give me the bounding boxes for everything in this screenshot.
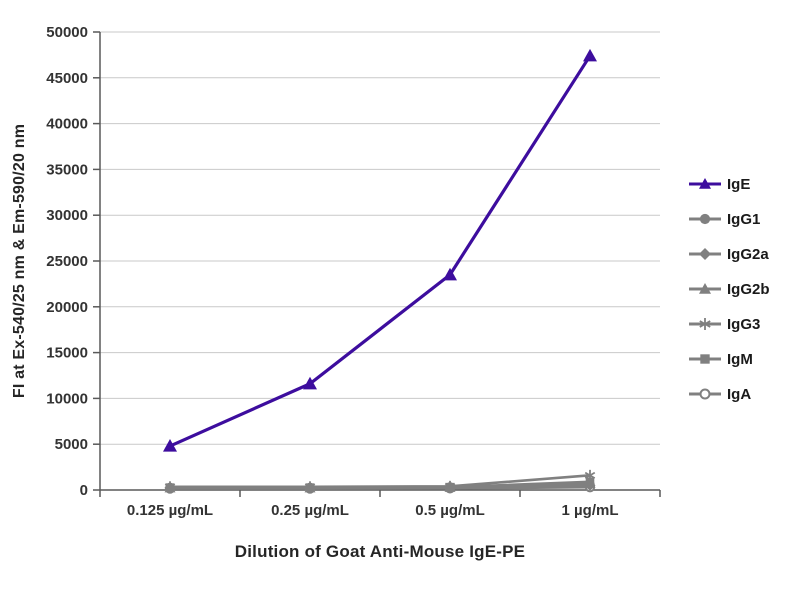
legend-label: IgG2a <box>727 245 769 263</box>
legend-item-IgM: IgM <box>688 348 770 370</box>
y-tick-label: 50000 <box>46 24 88 41</box>
circle-marker-icon <box>305 482 315 492</box>
legend-label: IgA <box>727 385 752 403</box>
series-line-IgG1 <box>168 483 592 489</box>
y-tick-label: 25000 <box>46 253 88 270</box>
legend-label: IgG1 <box>727 210 761 228</box>
legend-marker <box>689 213 721 225</box>
legend-marker <box>689 178 721 189</box>
square-marker-icon <box>700 354 710 364</box>
triangle-marker-icon <box>303 376 317 390</box>
legend-item-IgG3: IgG3 <box>688 313 770 335</box>
y-tick-label: 30000 <box>46 207 88 224</box>
triangle-marker-icon <box>699 283 711 294</box>
y-tick-label: 5000 <box>55 436 88 453</box>
open-circle-marker-icon <box>699 388 711 400</box>
y-tick-label: 0 <box>80 482 88 499</box>
legend-label: IgG3 <box>727 315 761 333</box>
x-tick-label: 0.125 µg/mL <box>127 502 213 519</box>
x-tick-label: 1 µg/mL <box>562 502 619 519</box>
diamond-marker-icon <box>699 248 711 260</box>
triangle-marker-icon <box>583 48 597 62</box>
x-tick-label: 0.25 µg/mL <box>271 502 349 519</box>
legend-item-IgG2b: IgG2b <box>688 278 770 300</box>
circle-marker-icon <box>445 482 455 492</box>
circle-marker-icon <box>699 213 711 225</box>
triangle-marker-icon <box>699 178 711 189</box>
y-tick-label: 15000 <box>46 345 88 362</box>
legend-item-IgA: IgA <box>688 383 770 405</box>
y-tick-label: 45000 <box>46 70 88 87</box>
triangle-marker-icon <box>163 439 177 452</box>
legend: IgE IgG1 IgG2a IgG2b IgG3 IgM IgA <box>688 173 770 405</box>
circle-marker-icon <box>585 479 595 490</box>
legend-item-IgE: IgE <box>688 173 770 195</box>
legend-label: IgM <box>727 350 753 368</box>
legend-marker <box>689 283 721 294</box>
y-axis-title: FI at Ex-540/25 nm & Em-590/20 nm <box>11 123 28 399</box>
legend-item-IgG1: IgG1 <box>688 208 770 230</box>
legend-marker <box>689 354 721 364</box>
asterisk-marker-icon <box>699 318 711 330</box>
legend-marker <box>689 248 721 260</box>
x-tick-label: 0.5 µg/mL <box>415 502 485 519</box>
y-tick-label: 40000 <box>46 116 88 133</box>
y-tick-label: 35000 <box>46 161 88 178</box>
circle-marker-icon <box>165 482 175 492</box>
legend-label: IgG2b <box>727 280 770 298</box>
series-line-IgE <box>168 54 592 448</box>
y-tick-label: 10000 <box>46 390 88 407</box>
x-axis-title: Dilution of Goat Anti-Mouse IgE-PE <box>234 542 526 561</box>
triangle-marker-icon <box>443 267 457 281</box>
legend-marker <box>689 318 721 330</box>
legend-label: IgE <box>727 175 751 193</box>
legend-item-IgG2a: IgG2a <box>688 243 770 265</box>
legend-marker <box>689 388 721 400</box>
y-tick-label: 20000 <box>46 299 88 316</box>
